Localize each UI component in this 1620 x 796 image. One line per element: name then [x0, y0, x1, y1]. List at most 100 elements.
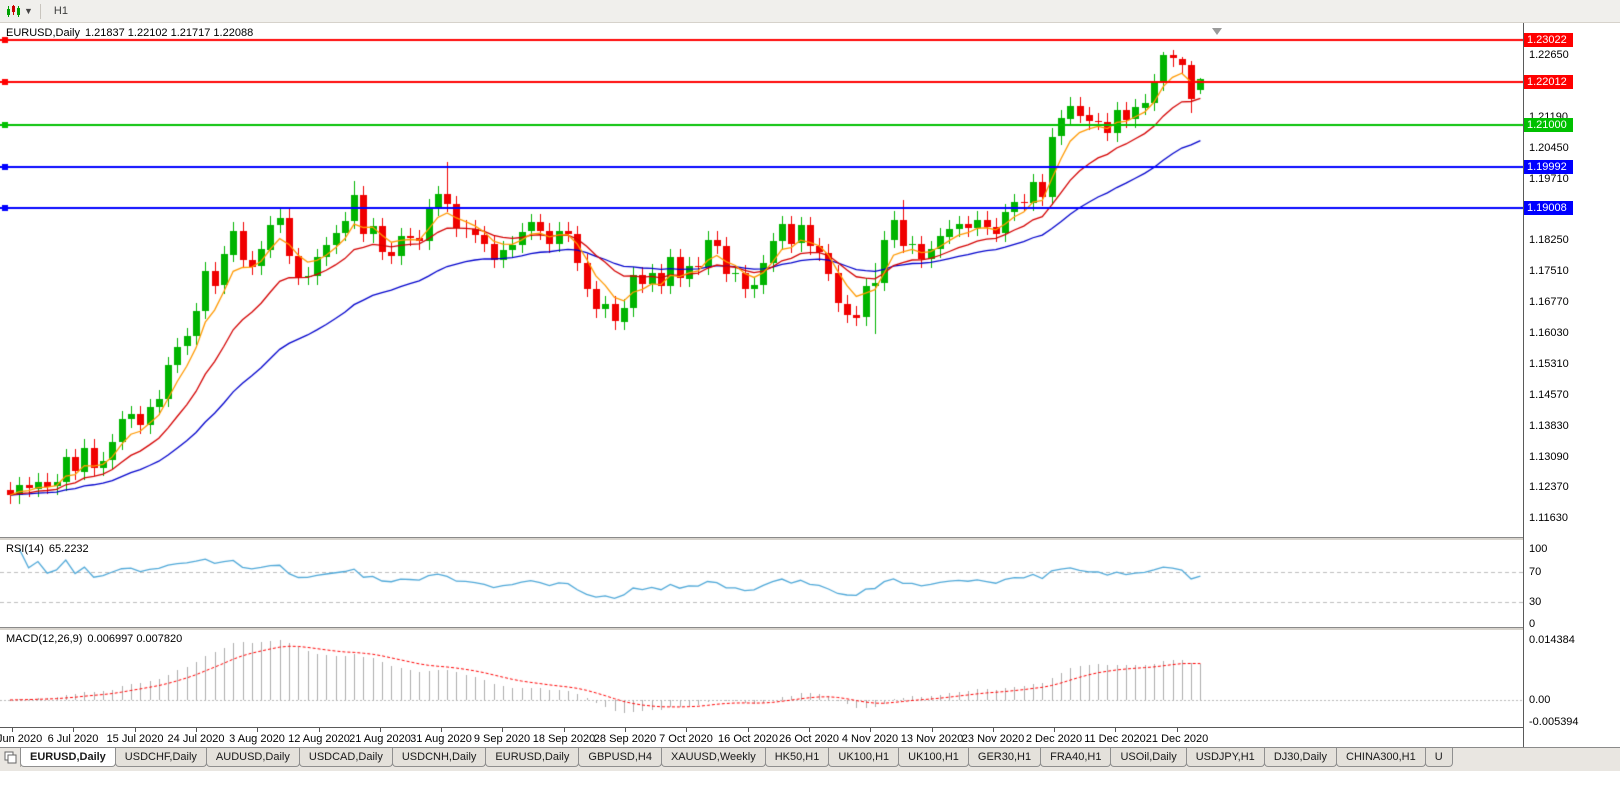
- time-axis-label: 13 Nov 2020: [900, 733, 964, 745]
- time-axis-tick: [748, 728, 749, 732]
- chart-tab-usoil-daily[interactable]: USOil,Daily: [1110, 748, 1187, 767]
- time-axis-tick: [380, 728, 381, 732]
- time-axis-label: 23 Nov 2020: [961, 733, 1025, 745]
- rsi-value: 65.2232: [48, 543, 89, 555]
- chart-tab-usdcad-daily[interactable]: USDCAD,Daily: [298, 748, 393, 767]
- rsi-axis-label: 70: [1529, 566, 1542, 578]
- time-axis-label: 2 Dec 2020: [1025, 733, 1083, 745]
- macd-axis-label: -0.005394: [1529, 716, 1579, 728]
- time-axis-tick: [993, 728, 994, 732]
- time-axis-label: 9 Sep 2020: [473, 733, 531, 745]
- time-axis-tick: [73, 728, 74, 732]
- toolbar-separator: [39, 3, 41, 19]
- time-axis-label: 31 Aug 2020: [410, 733, 472, 745]
- chart-tab-gbpusd-h4[interactable]: GBPUSD,H4: [578, 748, 662, 767]
- panel-splitter[interactable]: [0, 537, 1620, 541]
- price-line-badge: 1.22012: [1524, 75, 1573, 89]
- rsi-chart-canvas[interactable]: [0, 541, 1523, 627]
- time-axis-label: 7 Oct 2020: [659, 733, 713, 745]
- timeframe-button-H1[interactable]: H1: [53, 5, 68, 17]
- price-axis-label: 1.13830: [1529, 420, 1569, 432]
- rsi-panel[interactable]: RSI(14) 65.2232: [0, 541, 1523, 627]
- chart-tab-u[interactable]: U: [1424, 748, 1453, 767]
- time-axis-label: 26 Jun 2020: [0, 733, 43, 745]
- price-axis-label: 1.16770: [1529, 296, 1569, 308]
- time-axis-tick: [809, 728, 810, 732]
- time-axis-label: 16 Oct 2020: [718, 733, 778, 745]
- charts-stack-icon[interactable]: [0, 748, 21, 767]
- chart-tab-xauusd-weekly[interactable]: XAUUSD,Weekly: [660, 748, 766, 767]
- time-axis-label: 26 Oct 2020: [779, 733, 839, 745]
- chart-shift-marker-icon[interactable]: [1212, 28, 1222, 35]
- price-line-badge: 1.23022: [1524, 33, 1573, 47]
- chart-tab-uk100-h1[interactable]: UK100,H1: [898, 748, 969, 767]
- price-axis-label: 1.18250: [1529, 234, 1569, 246]
- macd-axis-label: 0.014384: [1529, 634, 1575, 646]
- macd-chart-canvas[interactable]: [0, 631, 1523, 727]
- time-axis-tick: [1115, 728, 1116, 732]
- time-axis-tick: [870, 728, 871, 732]
- time-axis-tick: [1054, 728, 1055, 732]
- chart-tab-dj30-daily[interactable]: DJ30,Daily: [1263, 748, 1337, 767]
- time-axis-tick: [257, 728, 258, 732]
- price-axis-label: 1.16030: [1529, 327, 1569, 339]
- time-axis-tick: [932, 728, 933, 732]
- time-axis-tick: [1177, 728, 1178, 732]
- chart-tab-ger30-h1[interactable]: GER30,H1: [967, 748, 1042, 767]
- price-axis-label: 1.14570: [1529, 389, 1569, 401]
- rsi-axis-label: 30: [1529, 596, 1542, 608]
- chart-tab-audusd-daily[interactable]: AUDUSD,Daily: [205, 748, 300, 767]
- chart-title: EURUSD,Daily 1.21837 1.22102 1.21717 1.22…: [6, 27, 253, 39]
- time-axis-label: 28 Sep 2020: [593, 733, 657, 745]
- price-axis-label: 1.19710: [1529, 173, 1569, 185]
- chart-tab-hk50-h1[interactable]: HK50,H1: [764, 748, 830, 767]
- time-axis-tick: [625, 728, 626, 732]
- time-axis-label: 11 Dec 2020: [1084, 733, 1146, 745]
- chart-panel[interactable]: EURUSD,Daily 1.21837 1.22102 1.21717 1.22…: [0, 23, 1523, 537]
- price-axis-label: 1.20450: [1529, 142, 1569, 154]
- chart-tab-eurusd-daily[interactable]: EURUSD,Daily: [20, 748, 116, 767]
- chart-tab-china300-h1[interactable]: CHINA300,H1: [1336, 748, 1426, 767]
- time-axis-tick: [319, 728, 320, 732]
- time-axis-tick: [564, 728, 565, 732]
- time-axis-label: 24 Jul 2020: [167, 733, 225, 745]
- time-axis-tick: [441, 728, 442, 732]
- chart-tabs: EURUSD,Daily USDCHF,Daily AUDUSD,Daily USDC…: [20, 748, 1453, 767]
- time-axis-label: 21 Aug 2020: [349, 733, 411, 745]
- price-axis-label: 1.12370: [1529, 481, 1569, 493]
- chart-tab-usdcnh-daily[interactable]: USDCNH,Daily: [391, 748, 487, 767]
- chart-tab-usdjpy-h1[interactable]: USDJPY,H1: [1185, 748, 1265, 767]
- rsi-axis-label: 0: [1529, 618, 1536, 630]
- time-axis-tick: [196, 728, 197, 732]
- price-line-badge: 1.19992: [1524, 160, 1573, 174]
- chart-tabs-bar: EURUSD,Daily USDCHF,Daily AUDUSD,Daily USDC…: [0, 747, 1620, 771]
- price-axis-label: 1.13090: [1529, 451, 1569, 463]
- macd-label: MACD(12,26,9) 0.006997 0.007820: [6, 633, 182, 645]
- price-axis-label: 1.17510: [1529, 265, 1569, 277]
- chart-tab-eurusd-daily[interactable]: EURUSD,Daily: [485, 748, 580, 767]
- chart-tab-fra40-h1[interactable]: FRA40,H1: [1040, 748, 1112, 767]
- main-chart-canvas[interactable]: [0, 23, 1523, 537]
- candlestick-chart-icon[interactable]: [4, 3, 22, 19]
- rsi-axis-label: 100: [1529, 543, 1548, 555]
- ohlc-values: 1.21837 1.22102 1.21717 1.22088: [84, 27, 254, 39]
- macd-values: 0.006997 0.007820: [87, 633, 183, 645]
- chart-tab-usdchf-daily[interactable]: USDCHF,Daily: [114, 748, 207, 767]
- macd-axis-label: 0.00: [1529, 694, 1551, 706]
- panel-splitter[interactable]: [0, 627, 1620, 631]
- price-axis[interactable]: 1.22650 1.21190 1.20450 1.19710 1.18250 1.175…: [1523, 23, 1620, 747]
- time-axis-label: 18 Sep 2020: [532, 733, 596, 745]
- time-axis-label: 12 Aug 2020: [288, 733, 350, 745]
- time-axis-label: 21 Dec 2020: [1145, 733, 1209, 745]
- chart-tab-uk100-h1[interactable]: UK100,H1: [828, 748, 900, 767]
- time-axis-label: 15 Jul 2020: [106, 733, 164, 745]
- price-axis-label: 1.15310: [1529, 358, 1569, 370]
- time-axis-label: 6 Jul 2020: [47, 733, 99, 745]
- toolbar: ▼ M1M5M15M30H1H4D1W1MN: [0, 0, 1620, 89]
- price-line-badge: 1.21000: [1524, 118, 1573, 132]
- chevron-down-icon[interactable]: ▼: [24, 6, 33, 16]
- time-axis-label: 3 Aug 2020: [229, 733, 285, 745]
- macd-panel[interactable]: MACD(12,26,9) 0.006997 0.007820: [0, 631, 1523, 727]
